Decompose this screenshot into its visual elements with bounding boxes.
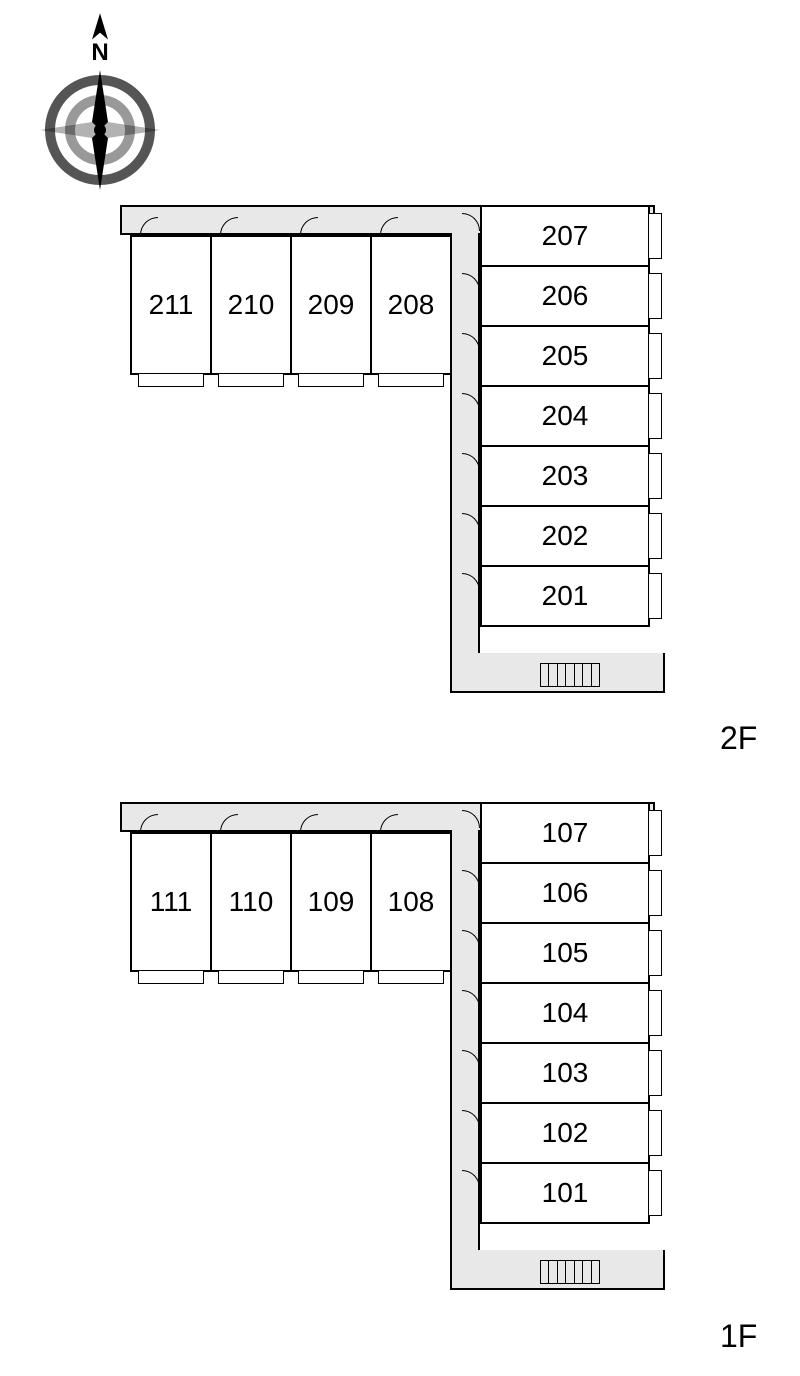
room-unit: 111 <box>130 832 212 972</box>
room-unit: 211 <box>130 235 212 375</box>
room-unit: 103 <box>480 1042 650 1104</box>
balcony <box>218 373 284 387</box>
room-unit: 210 <box>210 235 292 375</box>
balcony <box>648 213 662 259</box>
balcony <box>138 373 204 387</box>
room-unit: 209 <box>290 235 372 375</box>
room-unit: 104 <box>480 982 650 1044</box>
balcony <box>648 1110 662 1156</box>
balcony <box>648 870 662 916</box>
balcony <box>298 373 364 387</box>
balcony <box>378 373 444 387</box>
stairs-icon <box>540 1260 600 1284</box>
room-unit: 105 <box>480 922 650 984</box>
balcony <box>298 970 364 984</box>
balcony <box>648 930 662 976</box>
room-unit: 101 <box>480 1162 650 1224</box>
room-unit: 110 <box>210 832 292 972</box>
balcony <box>648 333 662 379</box>
room-unit: 203 <box>480 445 650 507</box>
balcony <box>648 1170 662 1216</box>
room-unit: 202 <box>480 505 650 567</box>
room-unit: 107 <box>480 802 650 864</box>
room-unit: 108 <box>370 832 452 972</box>
balcony <box>648 513 662 559</box>
balcony <box>648 393 662 439</box>
room-unit: 208 <box>370 235 452 375</box>
floor-label: 1F <box>720 1318 757 1355</box>
room-unit: 106 <box>480 862 650 924</box>
balcony <box>218 970 284 984</box>
balcony <box>648 573 662 619</box>
room-unit: 204 <box>480 385 650 447</box>
compass-north-label: N <box>91 39 108 66</box>
room-unit: 205 <box>480 325 650 387</box>
balcony <box>138 970 204 984</box>
room-unit: 201 <box>480 565 650 627</box>
room-unit: 207 <box>480 205 650 267</box>
balcony <box>648 273 662 319</box>
balcony <box>378 970 444 984</box>
balcony <box>648 1050 662 1096</box>
room-unit: 109 <box>290 832 372 972</box>
stairs-icon <box>540 663 600 687</box>
balcony <box>648 990 662 1036</box>
balcony <box>648 453 662 499</box>
balcony <box>648 810 662 856</box>
compass-rose: N <box>40 10 160 215</box>
room-unit: 102 <box>480 1102 650 1164</box>
floor-label: 2F <box>720 720 757 757</box>
room-unit: 206 <box>480 265 650 327</box>
